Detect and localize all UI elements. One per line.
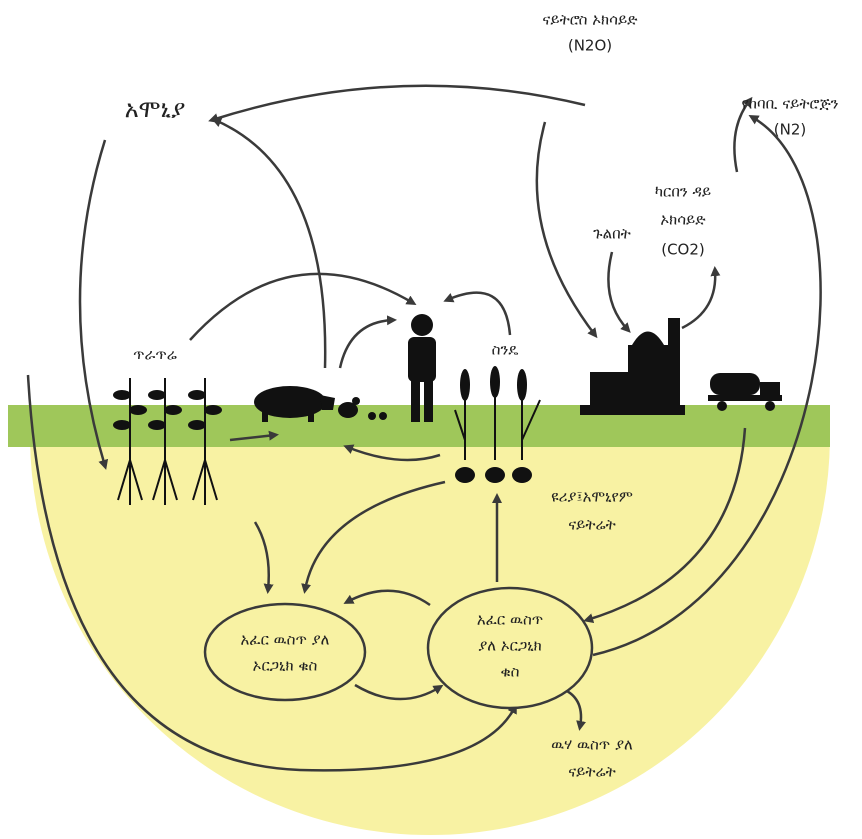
- label: ኦርጋኒክ ቁስ: [253, 657, 318, 675]
- label: ናይትሬት: [568, 516, 616, 534]
- label: ስንዴ: [492, 341, 519, 359]
- label: የከባቢ ናይትሮጅን: [741, 95, 838, 113]
- label: (CO2): [661, 241, 705, 259]
- label: (N2O): [568, 37, 612, 55]
- label: ጥራጥሬ: [133, 346, 177, 364]
- label: ቁስ: [500, 663, 519, 681]
- label: ናይትሮስ ኦክሳይድ: [542, 11, 638, 29]
- label: ጉልበት: [593, 225, 631, 243]
- label: አፈር ዉስጥ: [477, 611, 543, 629]
- label: (N2): [774, 121, 806, 139]
- label: ናይትሬት: [568, 763, 616, 781]
- label: ኦክሳይድ: [660, 211, 706, 229]
- label: አፈር ዉስጥ ያለ: [241, 631, 330, 649]
- label: ካርበን ዳይ: [655, 183, 711, 201]
- label: ያለ ኦርጋኒክ: [478, 637, 542, 655]
- nitrogen-cycle-diagram: ናይትሮስ ኦክሳይድ (N2O) አሞኒያ የከባቢ ናይትሮጅን (N2) …: [0, 0, 862, 839]
- soil-organic-left-node: [205, 604, 365, 700]
- label: አሞኒያ: [125, 95, 186, 123]
- label: ዉሃ ዉስጥ ያለ: [551, 736, 633, 754]
- label: ዩሪያ፤አሞኒየም: [551, 488, 633, 506]
